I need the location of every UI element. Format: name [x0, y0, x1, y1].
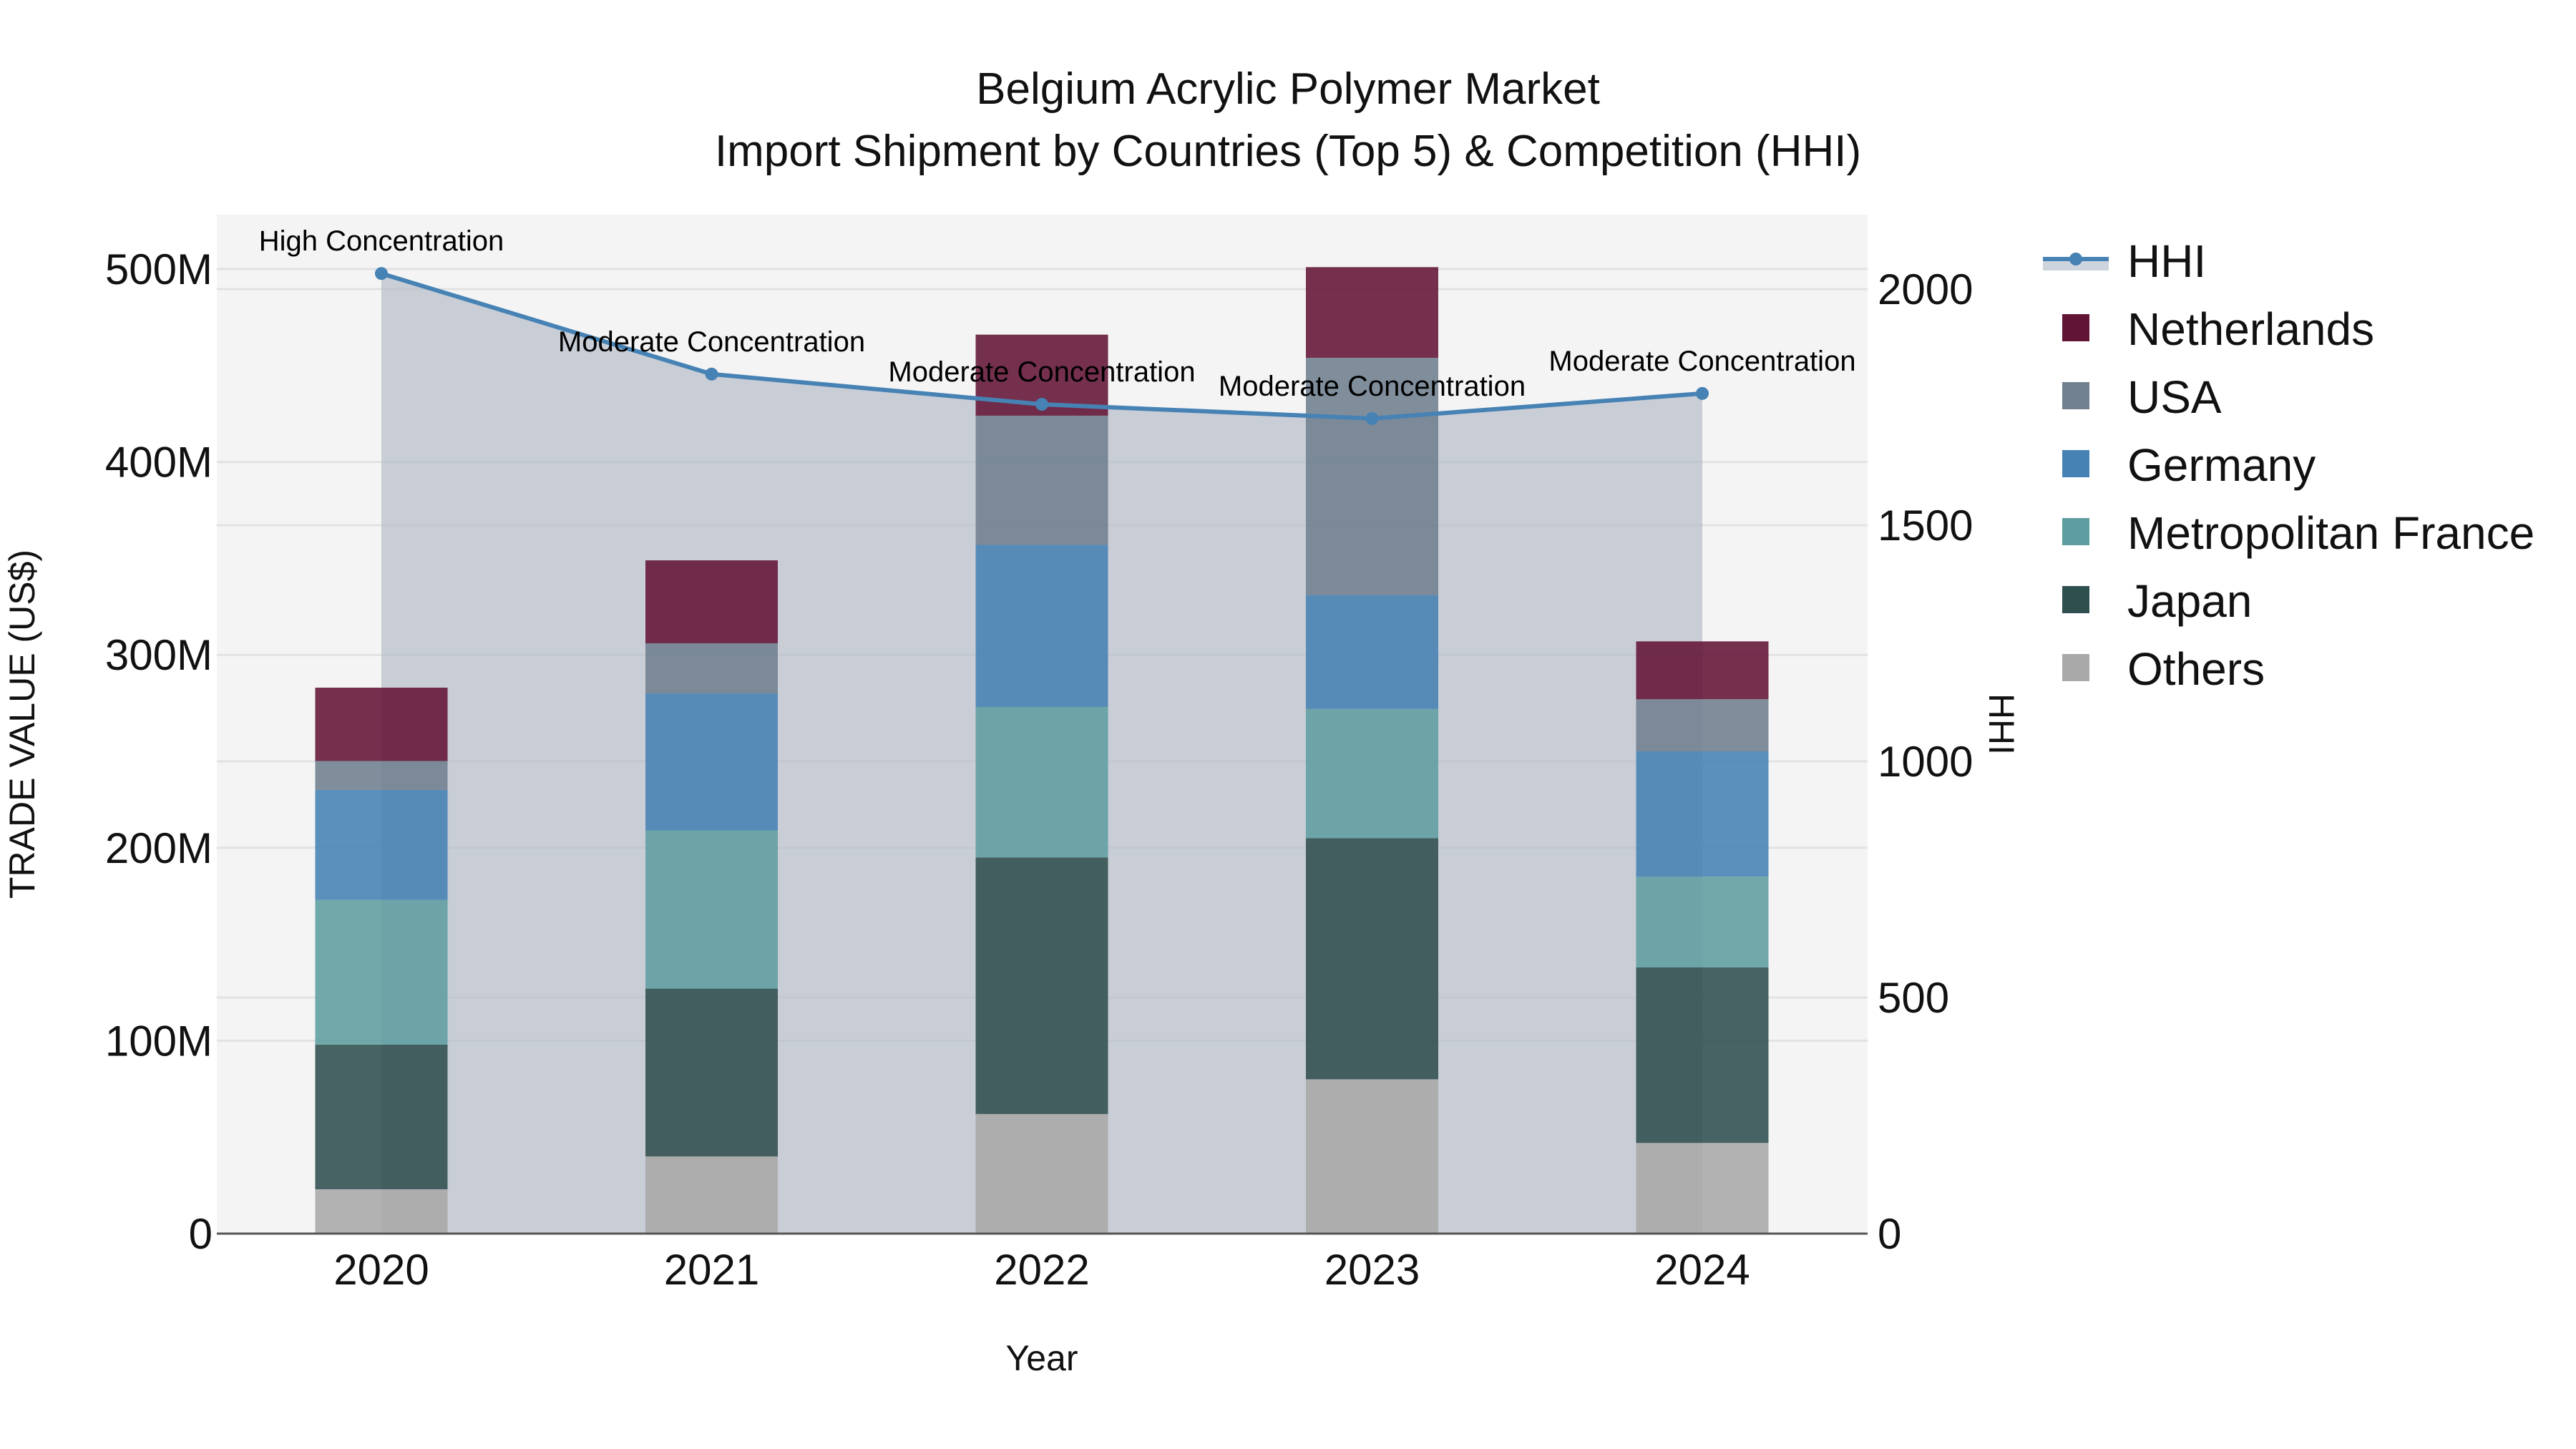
x-tick-label: 2023 [1324, 1246, 1420, 1294]
bar-segment-germany[interactable] [975, 545, 1108, 707]
hhi-marker[interactable] [1696, 386, 1709, 400]
bar-segment-germany[interactable] [1306, 595, 1438, 709]
bar-stack-2020[interactable] [315, 688, 448, 1234]
hhi-marker[interactable] [375, 267, 388, 280]
y2-axis: 0 500 1000 1500 2000 [1878, 265, 1973, 1258]
y-tick-label: 200M [105, 824, 213, 872]
bar-segment-others[interactable] [315, 1189, 448, 1234]
bar-segment-japan[interactable] [1636, 967, 1769, 1143]
bar-segment-usa[interactable] [315, 761, 448, 790]
bar-segment-others[interactable] [1636, 1143, 1769, 1234]
bar-segment-japan[interactable] [1306, 838, 1438, 1080]
y2-tick-label: 1000 [1878, 738, 1973, 786]
x-tick-label: 2024 [1654, 1246, 1750, 1294]
hhi-annotations: High Concentration Moderate Concentration… [259, 225, 1856, 402]
chart-subtitle: Import Shipment by Countries (Top 5) & C… [715, 127, 1861, 176]
x-axis: 2020 2021 2022 2023 2024 [333, 1246, 1750, 1294]
y-tick-label: 500M [105, 245, 213, 293]
hhi-annotation: High Concentration [259, 225, 504, 257]
legend-swatch-icon [2062, 450, 2089, 477]
bar-segment-usa[interactable] [975, 415, 1108, 545]
legend-swatch-icon [2062, 314, 2089, 341]
bar-segment-germany[interactable] [315, 789, 448, 900]
stacked-bars [315, 267, 1769, 1234]
bar-segment-germany[interactable] [645, 693, 778, 831]
bar-segment-metropolitan-france[interactable] [975, 706, 1108, 858]
bar-segment-metropolitan-france[interactable] [315, 899, 448, 1045]
bar-segment-others[interactable] [1306, 1079, 1438, 1234]
legend: HHI Netherlands USA Germany Metropolitan Fra… [2043, 235, 2534, 695]
legend-label: Metropolitan France [2127, 507, 2534, 559]
y2-tick-label: 500 [1878, 974, 1949, 1022]
hhi-legend-marker-icon [2069, 253, 2082, 265]
hhi-annotation: Moderate Concentration [1219, 371, 1526, 402]
hhi-annotation: Moderate Concentration [1548, 346, 1855, 377]
legend-label: Japan [2127, 575, 2252, 627]
y-tick-label: 400M [105, 439, 213, 487]
y-tick-label: 100M [105, 1017, 213, 1065]
bar-segment-netherlands[interactable] [315, 688, 448, 761]
bar-segment-metropolitan-france[interactable] [645, 830, 778, 989]
x-tick-label: 2022 [994, 1246, 1089, 1294]
bar-segment-japan[interactable] [645, 988, 778, 1157]
x-tick-label: 2020 [333, 1246, 429, 1294]
bar-segment-netherlands[interactable] [645, 560, 778, 644]
y2-tick-label: 2000 [1878, 265, 1973, 313]
y2-tick-label: 1500 [1878, 502, 1973, 550]
legend-label: Netherlands [2127, 303, 2374, 355]
legend-label: USA [2127, 371, 2222, 423]
bar-stack-2024[interactable] [1636, 641, 1769, 1234]
bar-segment-others[interactable] [645, 1156, 778, 1234]
legend-item-usa[interactable]: USA [2062, 371, 2222, 423]
x-tick-label: 2021 [664, 1246, 759, 1294]
chart-title: Belgium Acrylic Polymer Market [976, 64, 1600, 114]
y-axis: 0 100M 200M 300M 400M 500M [105, 245, 213, 1258]
hhi-annotation: Moderate Concentration [888, 356, 1195, 388]
bar-segment-metropolitan-france[interactable] [1306, 708, 1438, 839]
bar-segment-usa[interactable] [1636, 699, 1769, 751]
bar-stack-2023[interactable] [1306, 267, 1438, 1234]
hhi-annotation: Moderate Concentration [558, 326, 865, 358]
y-tick-label: 300M [105, 631, 213, 679]
legend-swatch-icon [2062, 654, 2089, 681]
y2-axis-title: HHI [1981, 693, 2021, 755]
bar-segment-japan[interactable] [315, 1044, 448, 1189]
hhi-marker[interactable] [1035, 398, 1048, 411]
legend-item-hhi[interactable]: HHI [2043, 235, 2206, 287]
legend-label: Germany [2127, 439, 2316, 491]
bar-segment-others[interactable] [975, 1113, 1108, 1234]
legend-label: HHI [2127, 235, 2206, 287]
y-tick-label: 0 [189, 1210, 213, 1258]
bar-segment-netherlands[interactable] [1306, 267, 1438, 358]
legend-swatch-icon [2062, 586, 2089, 613]
bar-segment-usa[interactable] [645, 643, 778, 694]
legend-label: Others [2127, 643, 2265, 695]
legend-item-germany[interactable]: Germany [2062, 439, 2316, 491]
bar-segment-metropolitan-france[interactable] [1636, 877, 1769, 967]
hhi-line [375, 267, 1709, 425]
legend-swatch-icon [2062, 518, 2089, 545]
hhi-marker[interactable] [705, 367, 718, 381]
x-axis-title: Year [1005, 1338, 1078, 1378]
bar-stack-2022[interactable] [975, 334, 1108, 1234]
bar-segment-japan[interactable] [975, 857, 1108, 1114]
legend-item-others[interactable]: Others [2062, 643, 2265, 695]
y-axis-title: TRADE VALUE (US$) [2, 550, 42, 899]
legend-item-japan[interactable]: Japan [2062, 575, 2252, 627]
bar-stack-2021[interactable] [645, 560, 778, 1234]
bar-segment-germany[interactable] [1636, 751, 1769, 877]
bar-segment-netherlands[interactable] [1636, 641, 1769, 700]
legend-swatch-icon [2062, 382, 2089, 409]
hhi-marker[interactable] [1365, 411, 1379, 425]
legend-item-metropolitan-france[interactable]: Metropolitan France [2062, 507, 2534, 559]
y2-tick-label: 0 [1878, 1210, 1901, 1258]
legend-item-netherlands[interactable]: Netherlands [2062, 303, 2374, 355]
bar-segment-usa[interactable] [1306, 358, 1438, 595]
